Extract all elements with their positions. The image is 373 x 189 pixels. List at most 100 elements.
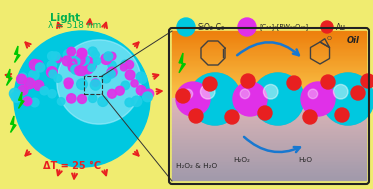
Bar bbox=[172, 72, 366, 73]
Bar bbox=[172, 62, 366, 63]
Bar bbox=[172, 148, 366, 149]
Circle shape bbox=[75, 66, 85, 75]
Bar bbox=[172, 103, 366, 105]
Bar bbox=[172, 99, 366, 100]
Bar bbox=[172, 43, 366, 45]
Bar bbox=[172, 108, 366, 110]
Circle shape bbox=[54, 74, 62, 82]
Bar bbox=[172, 128, 366, 129]
Text: [C₁₂]₃[PW₁₂O₄₀]: [C₁₂]₃[PW₁₂O₄₀] bbox=[259, 24, 308, 30]
Polygon shape bbox=[19, 92, 24, 108]
Circle shape bbox=[131, 80, 138, 87]
Bar bbox=[172, 33, 366, 34]
Text: H₂O₂: H₂O₂ bbox=[233, 157, 250, 163]
Bar bbox=[172, 75, 366, 76]
Bar bbox=[172, 160, 366, 162]
Circle shape bbox=[93, 57, 101, 65]
Circle shape bbox=[84, 57, 93, 66]
Circle shape bbox=[189, 73, 241, 125]
Bar bbox=[172, 159, 366, 160]
Circle shape bbox=[241, 74, 255, 88]
Circle shape bbox=[321, 75, 335, 89]
Text: O: O bbox=[327, 36, 332, 41]
Circle shape bbox=[57, 98, 65, 105]
Circle shape bbox=[120, 64, 127, 71]
Circle shape bbox=[68, 64, 76, 72]
Bar bbox=[172, 114, 366, 115]
Bar bbox=[172, 53, 366, 54]
Bar bbox=[172, 156, 366, 158]
Bar bbox=[172, 149, 366, 151]
Circle shape bbox=[225, 110, 239, 124]
Text: Oil: Oil bbox=[347, 36, 360, 45]
Circle shape bbox=[361, 74, 373, 88]
Bar bbox=[172, 137, 366, 139]
Bar bbox=[172, 147, 366, 148]
Circle shape bbox=[145, 89, 154, 98]
Bar bbox=[172, 163, 366, 165]
Circle shape bbox=[115, 86, 124, 95]
Circle shape bbox=[176, 89, 190, 103]
Text: Light: Light bbox=[50, 13, 80, 23]
Bar bbox=[172, 96, 366, 97]
Bar bbox=[172, 121, 366, 122]
Bar bbox=[172, 170, 366, 171]
Bar bbox=[172, 93, 366, 94]
Circle shape bbox=[40, 87, 48, 95]
Circle shape bbox=[87, 58, 97, 68]
Bar bbox=[172, 105, 366, 106]
Bar bbox=[172, 45, 366, 46]
Circle shape bbox=[258, 106, 272, 120]
Circle shape bbox=[200, 84, 215, 99]
Polygon shape bbox=[179, 53, 185, 73]
Circle shape bbox=[68, 59, 77, 68]
Circle shape bbox=[35, 63, 45, 72]
Circle shape bbox=[23, 97, 32, 106]
Bar bbox=[172, 122, 366, 124]
Bar bbox=[172, 71, 366, 72]
Bar bbox=[172, 174, 366, 176]
Bar bbox=[172, 87, 366, 88]
Bar bbox=[172, 38, 366, 39]
Bar bbox=[172, 32, 366, 33]
Circle shape bbox=[131, 96, 142, 106]
Circle shape bbox=[263, 84, 278, 99]
Bar bbox=[172, 111, 366, 113]
Bar bbox=[172, 90, 366, 91]
Bar bbox=[172, 92, 366, 93]
Bar bbox=[172, 173, 366, 174]
Bar bbox=[172, 126, 366, 128]
Circle shape bbox=[74, 55, 85, 66]
Text: H₂O: H₂O bbox=[298, 157, 312, 163]
Circle shape bbox=[107, 89, 116, 98]
Circle shape bbox=[108, 61, 116, 69]
Bar bbox=[172, 79, 366, 80]
Polygon shape bbox=[6, 69, 12, 85]
Bar bbox=[172, 107, 366, 108]
Bar bbox=[172, 50, 366, 51]
Text: Au: Au bbox=[336, 22, 346, 32]
Bar bbox=[172, 98, 366, 99]
Bar bbox=[172, 177, 366, 178]
Bar bbox=[172, 110, 366, 111]
Bar bbox=[172, 140, 366, 141]
Bar bbox=[172, 88, 366, 89]
Circle shape bbox=[67, 94, 76, 103]
Circle shape bbox=[54, 56, 62, 63]
Circle shape bbox=[11, 91, 22, 102]
Bar bbox=[172, 84, 366, 85]
Circle shape bbox=[303, 110, 317, 124]
Polygon shape bbox=[10, 116, 16, 132]
Circle shape bbox=[189, 73, 241, 125]
Bar bbox=[172, 51, 366, 53]
Circle shape bbox=[49, 70, 57, 78]
Bar bbox=[172, 73, 366, 74]
Bar bbox=[172, 125, 366, 126]
Bar bbox=[172, 146, 366, 147]
Circle shape bbox=[71, 57, 80, 66]
Bar bbox=[172, 77, 366, 79]
Bar bbox=[172, 36, 366, 37]
Bar bbox=[172, 37, 366, 38]
Bar bbox=[172, 59, 366, 60]
Bar bbox=[172, 133, 366, 135]
